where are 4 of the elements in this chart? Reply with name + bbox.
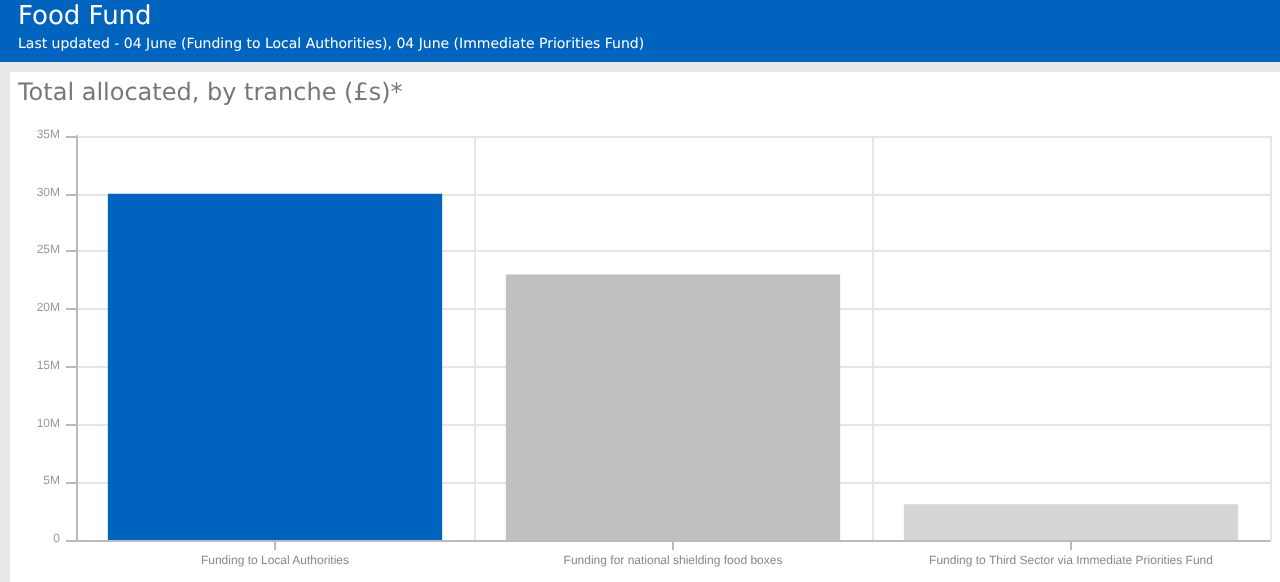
bar	[903, 504, 1239, 540]
text: Total allocated, by tranche (£s)*	[18, 78, 403, 106]
chart-title: Food Fund	[18, 2, 152, 32]
bar	[107, 193, 443, 540]
